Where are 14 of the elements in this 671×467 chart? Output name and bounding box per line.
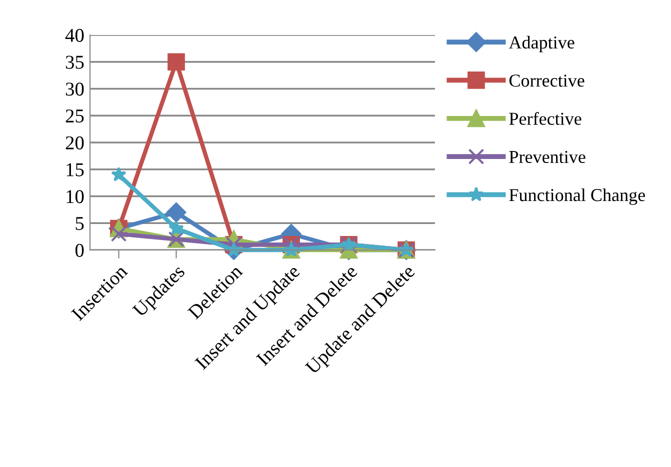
- legend-label: Corrective: [509, 74, 584, 87]
- legend-label: Adaptive: [508, 36, 574, 52]
- y-tick-label: 20: [66, 136, 84, 150]
- y-tick-label: 30: [66, 82, 84, 96]
- y-tick-label: 40: [65, 28, 84, 42]
- legend-label: Preventive: [509, 150, 586, 164]
- legend-label: Functional Change: [509, 188, 645, 205]
- legend-label: Perfective: [509, 112, 582, 125]
- y-tick-label: 5: [76, 217, 84, 230]
- y-tick-label: 15: [66, 163, 84, 176]
- y-tick-label: 10: [66, 190, 84, 204]
- y-tick-label: 0: [75, 244, 84, 257]
- y-tick-label: 35: [66, 56, 84, 69]
- y-tick-label: 25: [66, 109, 84, 123]
